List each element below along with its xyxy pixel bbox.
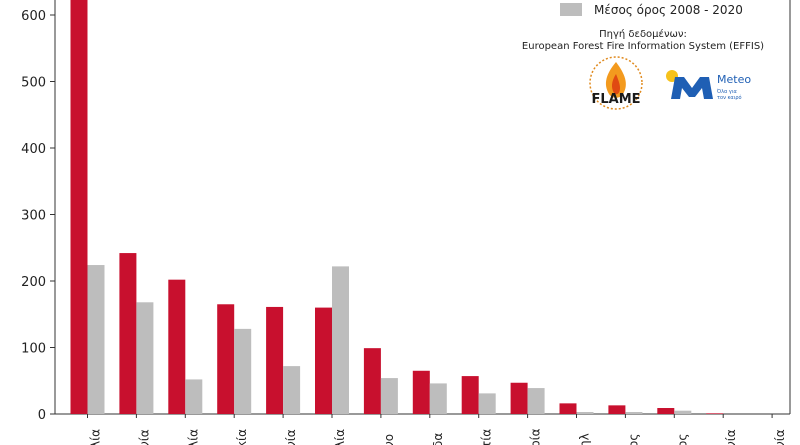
legend-swatch-average — [560, 3, 582, 16]
bar-average — [429, 383, 447, 414]
x-category-label: ρία — [529, 428, 543, 445]
x-category-label: ος — [626, 434, 640, 445]
bar-current — [168, 279, 186, 414]
x-category-label: δα — [431, 433, 445, 445]
meteo-tagline-2: τον καιρό — [717, 94, 742, 101]
y-tick-label: 200 — [21, 275, 46, 290]
legend: Μέσος όρος 2008 - 2020 — [560, 3, 743, 17]
meteo-m-icon — [671, 77, 713, 99]
x-category-label: νία — [284, 429, 298, 445]
x-category-label: νία — [773, 429, 787, 445]
x-category-label: ος — [675, 434, 689, 445]
bar-current — [412, 370, 430, 414]
bar-average — [283, 366, 301, 414]
x-category-label: νο — [382, 434, 396, 445]
x-category-label: τία — [480, 429, 494, 445]
x-category-label: νία — [137, 429, 151, 445]
x-axis-categories: λία νία λία κία νία λία νο δα τία ρία ηλ ος ος νία νία — [87, 414, 787, 445]
bar-average — [527, 388, 545, 414]
y-tick-label: 600 — [21, 9, 46, 24]
bar-current — [461, 376, 479, 414]
legend-label-average: Μέσος όρος 2008 - 2020 — [594, 3, 743, 17]
y-tick-label: 0 — [38, 408, 46, 423]
bar-current — [559, 403, 577, 414]
bar-current — [70, 0, 88, 414]
meteo-logo: Meteo Όλα για τον καιρό — [666, 70, 751, 101]
bar-average — [136, 302, 154, 414]
x-category-label: κία — [235, 429, 249, 445]
bar-current — [119, 253, 137, 414]
bar-average — [478, 393, 496, 414]
bar-average — [576, 412, 594, 414]
x-category-label: ηλ — [578, 433, 592, 445]
bar-average — [380, 378, 398, 414]
y-tick-label: 400 — [21, 142, 46, 157]
source-name: European Forest Fire Information System … — [522, 41, 764, 52]
bar-current — [657, 408, 675, 414]
bar-current — [217, 304, 235, 414]
y-tick-label: 300 — [21, 209, 46, 224]
bar-average — [674, 410, 692, 414]
x-category-label: νία — [724, 429, 738, 445]
axes — [54, 0, 791, 415]
meteo-logo-text: Meteo — [717, 73, 751, 86]
bar-current — [266, 306, 284, 414]
bar-current — [608, 405, 626, 414]
bar-average — [625, 412, 643, 414]
bars-group — [70, 0, 724, 414]
y-tick-label: 500 — [21, 76, 46, 91]
meteo-tagline-1: Όλα για — [716, 88, 738, 95]
bar-average — [332, 266, 349, 414]
bar-current — [315, 307, 332, 414]
x-category-label: λία — [333, 429, 347, 445]
bar-average — [87, 265, 105, 414]
flame-logo-text: FLAME — [591, 92, 640, 107]
bar-current — [363, 348, 381, 414]
x-category-label: λία — [186, 429, 200, 445]
x-category-label: λία — [89, 429, 103, 445]
bar-current — [706, 413, 724, 414]
flame-logo: FLAME — [589, 56, 643, 110]
bar-average — [234, 328, 252, 414]
bar-current — [510, 382, 528, 414]
y-axis-ticks: 0 100 200 300 400 500 600 — [21, 9, 55, 423]
bar-average — [185, 379, 203, 414]
y-tick-label: 100 — [21, 342, 46, 357]
source-title: Πηγή δεδομένων: — [599, 28, 687, 40]
